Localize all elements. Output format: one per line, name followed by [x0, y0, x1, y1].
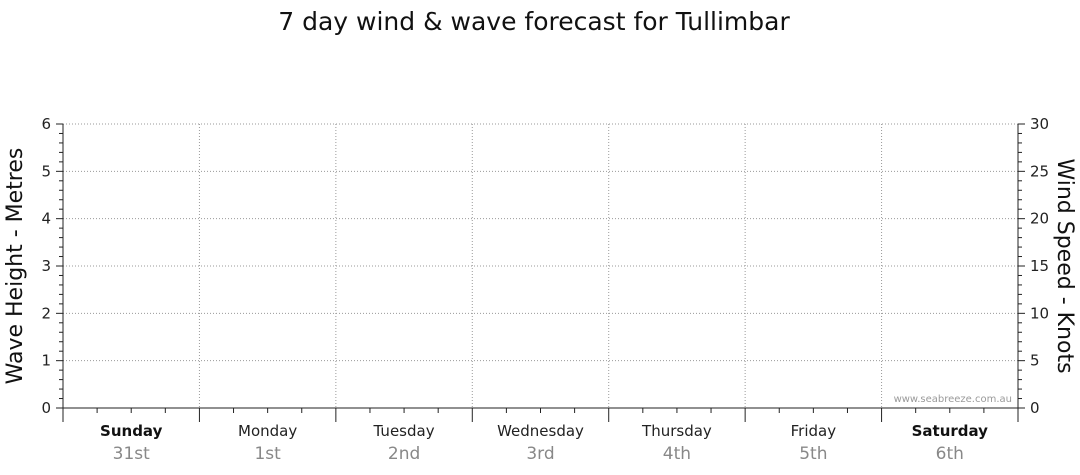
right-axis-title: Wind Speed - Knots: [1052, 158, 1077, 373]
day-labels: Sunday 31st Monday 1st Tuesday 2nd Wednesday 3r…: [100, 422, 988, 464]
right-tick-label: 20: [1030, 210, 1049, 228]
day-name-label: Friday: [791, 422, 837, 440]
left-tick-label: 5: [41, 162, 51, 180]
right-tick-label: 10: [1030, 304, 1049, 322]
axes: [62, 124, 1019, 422]
day-date-label: 3rd: [526, 444, 554, 464]
right-tick-label: 0: [1030, 399, 1040, 417]
day-date-label: 4th: [663, 444, 691, 464]
right-tick-label: 25: [1030, 162, 1049, 180]
day-name-label: Wednesday: [497, 422, 584, 440]
day-name-label: Tuesday: [373, 422, 435, 440]
left-tick-label: 3: [41, 257, 51, 275]
day-name-label: Thursday: [641, 422, 712, 440]
day-date-label: 1st: [254, 444, 281, 464]
day-date-label: 6th: [936, 444, 964, 464]
right-tick-label: 15: [1030, 257, 1049, 275]
right-tick-label: 5: [1030, 352, 1040, 370]
chart-title: 7 day wind & wave forecast for Tullimbar: [278, 7, 790, 36]
left-tick-label: 4: [41, 210, 51, 228]
day-name-label: Saturday: [912, 422, 989, 440]
watermark: www.seabreeze.com.au: [894, 394, 1012, 405]
grid-lines: [63, 123, 1018, 408]
left-tick-label: 2: [41, 304, 51, 322]
right-axis-ticks: 0 5 10 15 20 25 30: [1018, 115, 1049, 417]
day-date-label: 2nd: [388, 444, 420, 464]
left-axis-title: Wave Height - Metres: [3, 148, 28, 385]
day-name-label: Sunday: [100, 422, 163, 440]
left-axis-ticks: 0 1 2 3 4 5 6: [41, 115, 63, 417]
left-tick-label: 0: [41, 399, 51, 417]
right-tick-label: 30: [1030, 115, 1049, 133]
left-tick-label: 6: [41, 115, 51, 133]
day-name-label: Monday: [238, 422, 297, 440]
day-date-label: 5th: [799, 444, 827, 464]
day-date-label: 31st: [113, 444, 150, 464]
left-tick-label: 1: [41, 352, 51, 370]
